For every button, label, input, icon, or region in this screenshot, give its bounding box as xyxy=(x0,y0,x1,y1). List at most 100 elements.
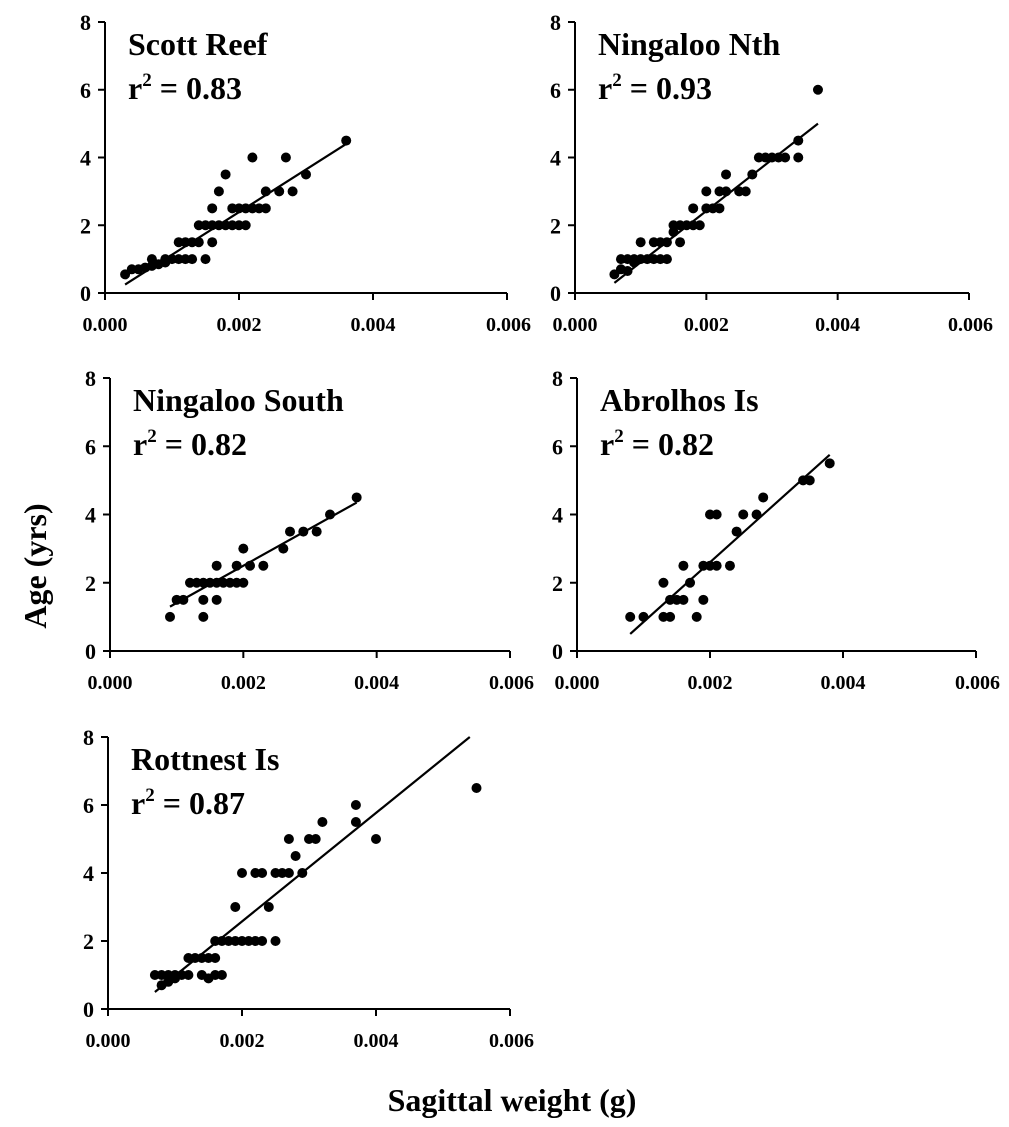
chart-3-point xyxy=(245,560,255,571)
chart-5-point xyxy=(283,834,294,844)
chart-3-fit-line xyxy=(169,501,358,608)
chart-1-point xyxy=(287,186,298,197)
chart-2-point xyxy=(747,169,758,180)
x-axis-title: Sagittal weight (g) xyxy=(388,1082,637,1118)
chart-5-point xyxy=(310,834,321,844)
chart-2-r2-annotation: r2 = 0.93 xyxy=(598,70,712,106)
chart-4-point xyxy=(678,560,689,571)
chart-5-point xyxy=(290,851,301,861)
chart-3-point xyxy=(198,594,209,605)
chart-2: 0 2 4 6 8 0.000 0.002 0.004 0.006 Ningaloo Nth r2 … xyxy=(550,10,993,336)
chart-4-fit-line xyxy=(629,453,831,635)
chart-1-point xyxy=(193,237,204,248)
chart-5-r2-exponent: 2 xyxy=(145,785,155,806)
chart-1-point xyxy=(280,152,291,163)
chart-4-r2-exponent: 2 xyxy=(614,426,624,447)
chart-4-x-tick-label: 0.000 xyxy=(555,672,600,694)
chart-4-point xyxy=(804,475,815,486)
chart-3-point xyxy=(198,611,209,622)
chart-5-r2-annotation: r2 = 0.87 xyxy=(131,785,245,821)
chart-4-point xyxy=(698,594,709,605)
chart-1-r2-exponent: 2 xyxy=(142,70,152,91)
chart-4-y-tick-label: 8 xyxy=(552,366,563,391)
chart-1-point xyxy=(341,135,352,146)
chart-3-point xyxy=(278,543,289,554)
chart-1-x-tick-label: 0.000 xyxy=(83,314,128,336)
chart-3-point xyxy=(298,526,309,537)
chart-2-point xyxy=(780,152,791,163)
chart-4-r2-symbol: r xyxy=(600,426,614,462)
chart-5-point xyxy=(297,868,308,878)
chart-2-point xyxy=(675,237,686,248)
chart-5-point xyxy=(230,902,241,912)
chart-5-r2-value: = 0.87 xyxy=(155,785,245,821)
chart-5-y-tick-label: 8 xyxy=(83,725,94,750)
chart-2-x-tick-label: 0.006 xyxy=(948,314,993,336)
chart-3-point xyxy=(211,560,222,571)
chart-3-y-tick-label: 6 xyxy=(85,434,96,459)
chart-3-x-tick-label: 0.002 xyxy=(221,672,266,694)
chart-2-point xyxy=(622,265,633,276)
chart-3-point xyxy=(258,560,269,571)
chart-4-point xyxy=(625,611,636,622)
chart-4-y-tick-label: 2 xyxy=(552,571,563,596)
chart-5-x-tick-label: 0.006 xyxy=(489,1030,534,1052)
chart-1-point xyxy=(207,237,218,248)
chart-2-x-tick-label: 0.002 xyxy=(684,314,729,336)
chart-3-point xyxy=(285,526,295,537)
chart-5-point xyxy=(257,868,268,878)
chart-5-point xyxy=(317,817,328,827)
chart-4-point xyxy=(751,509,762,520)
chart-4-point xyxy=(731,526,742,537)
chart-2-y-tick-label: 4 xyxy=(550,146,561,171)
chart-5-y-tick-label: 4 xyxy=(83,861,94,886)
chart-5-r2-symbol: r xyxy=(131,785,145,821)
chart-1-point xyxy=(213,186,224,197)
chart-2-point xyxy=(740,186,751,197)
chart-4-point xyxy=(724,560,735,571)
chart-2-point xyxy=(661,237,672,248)
chart-3-y-tick-label: 8 xyxy=(85,366,96,391)
chart-2-point xyxy=(793,135,804,146)
chart-1-point xyxy=(240,220,251,231)
chart-3-r2-annotation: r2 = 0.82 xyxy=(133,426,247,462)
chart-3-point xyxy=(178,594,189,605)
chart-3-r2-value: = 0.82 xyxy=(157,426,247,462)
chart-2-point xyxy=(694,220,705,231)
chart-3-point xyxy=(238,577,249,588)
chart-3-x-tick-label: 0.004 xyxy=(354,672,399,694)
chart-5-title: Rottnest Is xyxy=(131,741,279,777)
chart-1-point xyxy=(187,254,198,265)
chart-1-y-tick-label: 6 xyxy=(80,78,91,103)
chart-1-y-tick-label: 8 xyxy=(80,10,91,35)
chart-2-x-tick-label: 0.004 xyxy=(815,314,860,336)
chart-1-point xyxy=(274,186,285,197)
chart-1-x-tick-label: 0.004 xyxy=(351,314,396,336)
chart-4-point xyxy=(824,458,835,469)
chart-4-y-tick-label: 4 xyxy=(552,503,563,528)
chart-1-r2-value: = 0.83 xyxy=(152,70,242,106)
chart-4-x-tick-label: 0.004 xyxy=(821,672,866,694)
chart-1-point xyxy=(200,254,211,265)
chart-1-y-tick-label: 4 xyxy=(80,146,91,171)
chart-2-point xyxy=(721,186,732,197)
chart-3-point xyxy=(351,492,362,503)
chart-5-point xyxy=(237,868,247,878)
chart-2-point xyxy=(721,169,732,180)
chart-4-y-tick-label: 6 xyxy=(552,434,563,459)
chart-5-point xyxy=(210,953,221,963)
chart-2-r2-value: = 0.93 xyxy=(622,70,712,106)
chart-1-y-tick-label: 2 xyxy=(80,213,91,238)
chart-3-point xyxy=(211,594,222,605)
chart-4-point xyxy=(738,509,749,520)
chart-5-point xyxy=(263,902,274,912)
chart-4-point xyxy=(678,594,689,605)
chart-4-point xyxy=(758,492,769,503)
chart-5-point xyxy=(270,936,281,946)
chart-3-x-tick-label: 0.000 xyxy=(88,672,133,694)
chart-2-y-tick-label: 8 xyxy=(550,10,561,35)
chart-2-y-tick-label: 6 xyxy=(550,78,561,103)
chart-5-y-tick-label: 6 xyxy=(83,793,94,818)
